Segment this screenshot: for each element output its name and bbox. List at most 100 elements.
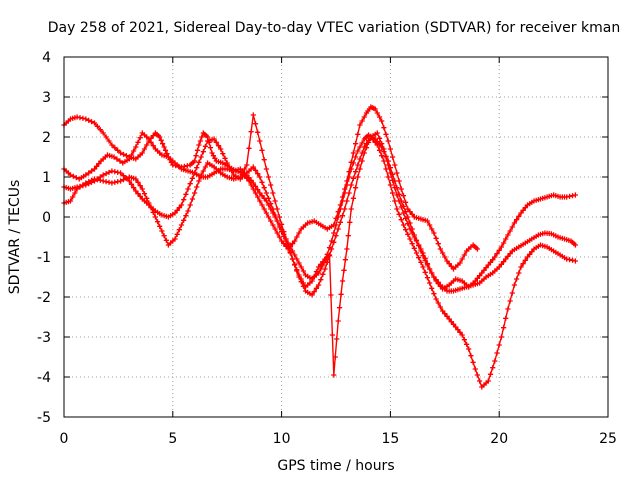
data-point [376, 147, 383, 153]
data-point [335, 214, 341, 220]
data-point [67, 172, 74, 178]
data-point [229, 168, 235, 174]
data-point [196, 178, 202, 184]
data-point [403, 199, 409, 205]
data-point [202, 143, 208, 149]
data-point [276, 224, 282, 230]
data-point [333, 222, 339, 228]
data-point [387, 182, 393, 188]
data-point [287, 249, 293, 255]
data-point [80, 115, 86, 121]
data-point [387, 146, 393, 152]
data-point [472, 278, 478, 284]
data-point [487, 371, 494, 377]
data-point [431, 230, 437, 236]
data-point [157, 223, 163, 229]
data-point [492, 358, 498, 364]
data-point [435, 241, 441, 247]
data-point [270, 222, 276, 228]
data-point [411, 234, 417, 240]
data-point [292, 261, 298, 267]
data-point [372, 106, 378, 112]
data-point [118, 178, 124, 184]
data-point [137, 183, 143, 189]
data-point [259, 147, 265, 153]
data-point [268, 182, 274, 188]
data-point [396, 211, 402, 217]
data-point [133, 144, 139, 150]
data-point [328, 292, 334, 298]
data-point [485, 262, 491, 268]
data-point [457, 260, 463, 266]
data-point [131, 185, 137, 191]
data-point [413, 238, 420, 244]
data-point [296, 272, 302, 278]
data-point [109, 142, 115, 148]
data-point [316, 264, 322, 270]
data-point [572, 242, 578, 248]
data-point [418, 246, 424, 252]
data-point [118, 150, 124, 156]
data-point [289, 256, 296, 262]
data-point [157, 134, 163, 140]
data-point [572, 258, 578, 264]
y-tick-label: 3 [42, 90, 51, 106]
data-point [359, 118, 365, 124]
data-point [361, 114, 367, 120]
data-point [183, 213, 189, 219]
data-point [507, 228, 513, 234]
data-point [196, 159, 202, 165]
data-point [437, 283, 443, 289]
data-point [255, 171, 261, 177]
data-point [348, 206, 354, 212]
data-point [274, 206, 280, 212]
data-point [313, 269, 319, 275]
data-point [283, 236, 289, 242]
data-point [324, 259, 330, 265]
data-point [468, 353, 474, 359]
data-point [100, 172, 106, 178]
data-point [311, 273, 317, 279]
data-point [474, 372, 480, 378]
y-tick-label: -4 [37, 370, 51, 386]
data-point [464, 341, 470, 347]
data-point [103, 134, 109, 140]
y-tick-label: -1 [37, 250, 51, 266]
plot-frame [63, 56, 609, 418]
data-point [466, 346, 472, 352]
data-point [429, 285, 435, 291]
data-point [374, 110, 380, 116]
data-point [334, 336, 340, 342]
data-point [309, 278, 315, 284]
data-point [518, 264, 524, 270]
data-point [437, 304, 443, 310]
data-point [437, 246, 443, 252]
data-point [405, 231, 411, 237]
data-point [160, 141, 166, 147]
data-point [86, 170, 92, 176]
data-point [199, 134, 205, 140]
data-point [396, 198, 402, 204]
data-point [128, 181, 135, 187]
data-point [276, 234, 282, 240]
data-point [429, 270, 435, 276]
data-point [146, 136, 152, 142]
data-point [265, 195, 272, 201]
data-point [133, 176, 139, 182]
data-point [470, 359, 476, 365]
data-point [83, 116, 89, 122]
data-point [427, 280, 433, 286]
data-point [433, 278, 439, 284]
y-tick-label: -2 [37, 290, 51, 306]
data-point [123, 175, 129, 181]
data-point [416, 255, 422, 261]
data-point [112, 145, 118, 151]
data-point [255, 194, 261, 200]
data-point [405, 206, 411, 212]
data-point [359, 140, 365, 146]
data-point [398, 204, 404, 210]
data-point [450, 321, 457, 327]
data-point [89, 119, 95, 125]
data-point [350, 160, 356, 166]
y-axis-label: SDTVAR / TECUs [7, 180, 23, 295]
